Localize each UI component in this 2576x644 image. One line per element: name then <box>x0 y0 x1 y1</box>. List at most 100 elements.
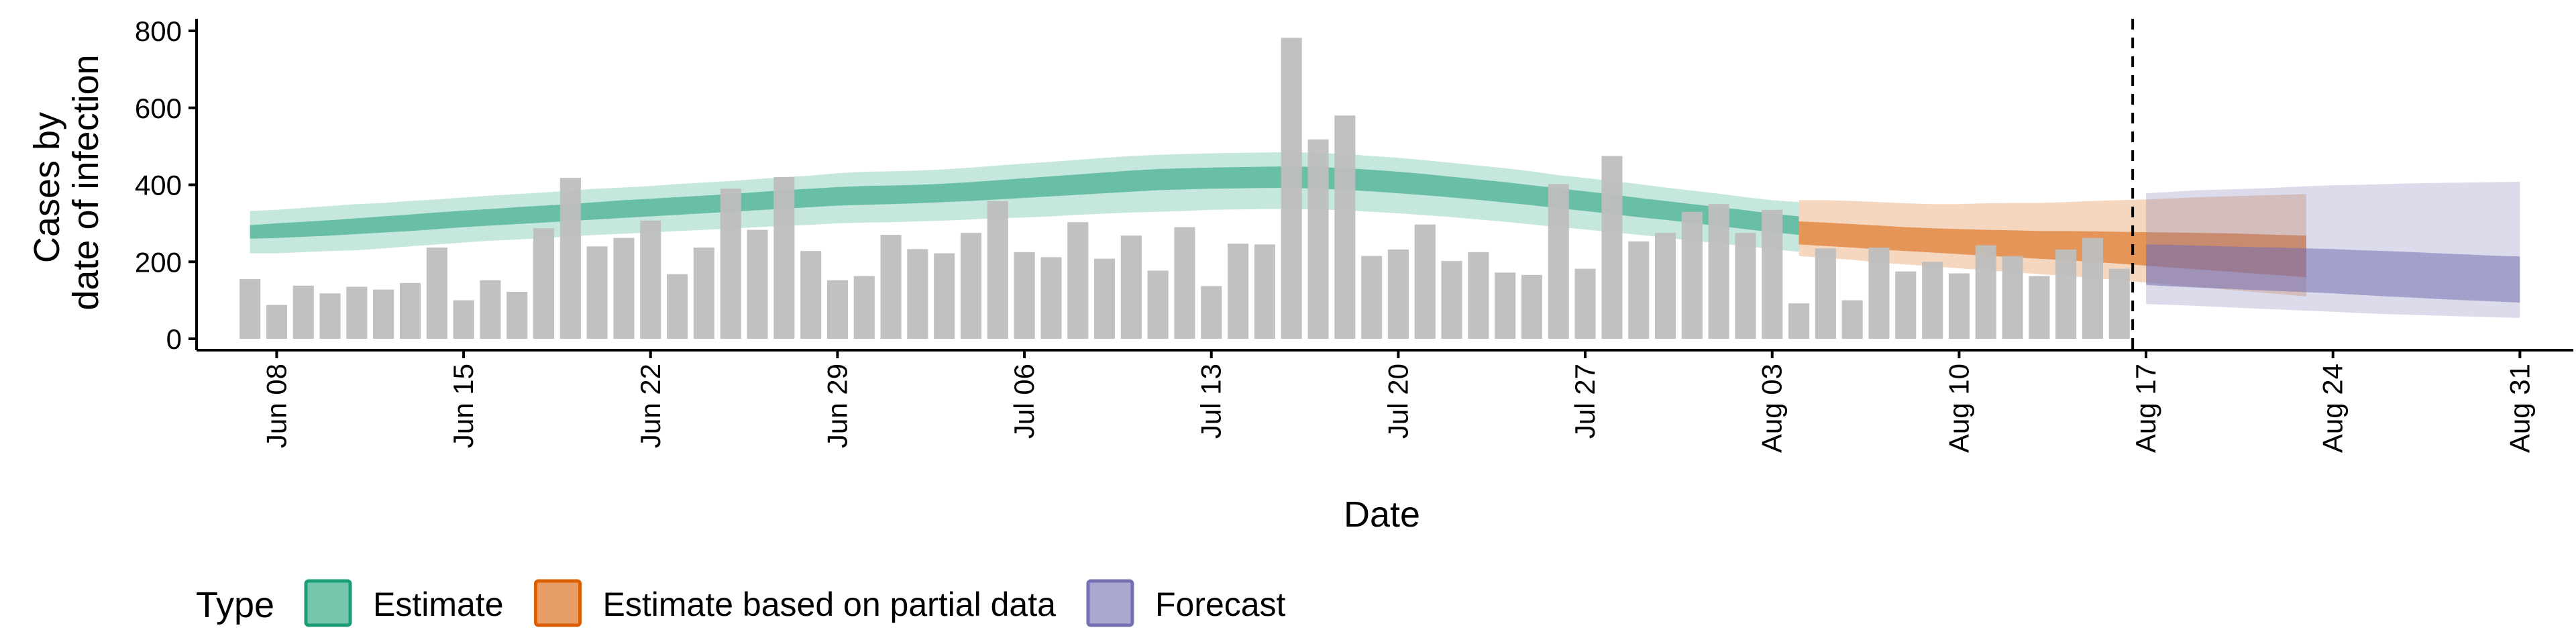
x-tick-label: Jul 06 <box>1008 364 1040 439</box>
x-tick-label: Aug 03 <box>1756 364 1788 453</box>
bar-mark <box>1735 233 1756 339</box>
bar-mark <box>2002 256 2023 339</box>
bar-mark <box>266 305 287 339</box>
bar-mark <box>1174 227 1195 339</box>
x-tick-label: Aug 10 <box>1943 364 1974 453</box>
bar-mark <box>506 292 528 339</box>
bar-mark <box>1628 241 1650 339</box>
bar-mark <box>1681 211 1703 339</box>
x-tick-label: Aug 24 <box>2317 364 2349 453</box>
bar-mark <box>1895 271 1917 339</box>
bar-mark <box>613 237 635 339</box>
x-tick-label: Jul 27 <box>1569 364 1601 439</box>
bar-mark <box>1975 245 1996 339</box>
bar-mark <box>1548 184 1569 339</box>
bar-mark <box>853 276 875 339</box>
bar-mark <box>1655 233 1676 339</box>
bar-mark <box>934 253 955 339</box>
y-tick-label: 400 <box>135 170 182 201</box>
bar-mark <box>1948 273 1970 339</box>
bar-mark <box>239 279 261 339</box>
y-tick-label: 0 <box>166 323 182 355</box>
x-axis-ticks: Jun 08 Jun 15 Jun 22 Jun 29 Jul 06 Jul 13 Jul … <box>260 350 2535 453</box>
ribbon-50-series-1 <box>250 166 1799 239</box>
bar-mark <box>480 280 501 339</box>
bar-mark <box>667 274 688 339</box>
bar-mark <box>2082 237 2103 339</box>
y-axis-title-line-2: date of infection <box>66 54 106 310</box>
x-tick-label: Jul 13 <box>1195 364 1227 439</box>
bar-mark <box>1067 222 1089 339</box>
bar-mark <box>1708 204 1729 339</box>
y-tick-label: 600 <box>135 93 182 124</box>
bar-mark <box>880 235 902 339</box>
bar-mark <box>346 286 368 339</box>
bar-mark <box>1094 258 1116 339</box>
bar-mark <box>1254 244 1275 339</box>
x-tick-label: Jun 22 <box>635 364 666 448</box>
bar-mark <box>1495 272 1516 339</box>
bar-mark <box>1120 235 1142 339</box>
bar-mark <box>1841 300 1863 339</box>
bar-mark <box>319 293 341 339</box>
bar-mark <box>2029 276 2050 339</box>
bar-mark <box>1788 303 1810 339</box>
legend-swatch <box>304 579 352 627</box>
bar-mark <box>960 233 981 339</box>
bar-mark <box>1201 286 1222 339</box>
legend-label: Estimate <box>373 586 504 623</box>
bar-mark <box>640 220 661 339</box>
x-tick-label: Aug 17 <box>2130 364 2161 453</box>
x-axis-title: Date <box>1344 494 1420 535</box>
bar-mark <box>1868 248 1890 339</box>
bar-mark <box>1521 274 1542 339</box>
bar-mark <box>747 229 768 339</box>
bar-mark <box>586 246 608 339</box>
y-axis-ticks: 0 200 400 600 800 <box>135 15 197 355</box>
bar-mark <box>720 189 741 339</box>
y-axis-title: Cases by date of infection <box>27 54 106 310</box>
y-axis-title-line-1: Cases by <box>27 112 67 263</box>
legend-swatch <box>1086 579 1134 627</box>
bar-mark <box>1361 256 1383 339</box>
x-tick-label: Jun 08 <box>260 364 292 448</box>
bar-mark <box>426 248 447 339</box>
bar-mark <box>292 285 314 339</box>
legend-title: Type <box>196 585 274 625</box>
bar-mark <box>693 248 714 339</box>
ribbon-50-series-3 <box>2146 244 2520 303</box>
legend-label: Forecast <box>1155 586 1286 623</box>
bar-mark <box>1014 252 1035 339</box>
bar-mark <box>1040 257 1062 339</box>
bar-mark <box>1414 224 1436 339</box>
bar-mark <box>453 300 474 339</box>
bar-mark <box>1307 139 1329 339</box>
bar-mark <box>1574 268 1596 339</box>
bars-layer <box>239 38 2130 339</box>
bar-mark <box>1922 262 1943 339</box>
bar-mark <box>1815 248 1836 339</box>
bar-mark <box>1387 249 1409 339</box>
bar-mark <box>773 177 795 339</box>
bar-mark <box>1441 261 1462 339</box>
legend: Type Estimate Estimate based on partial d… <box>196 579 1286 627</box>
bar-mark <box>2055 249 2077 339</box>
y-tick-label: 800 <box>135 15 182 47</box>
bar-mark <box>399 282 421 339</box>
x-tick-label: Jul 20 <box>1382 364 1413 439</box>
bar-mark <box>559 178 581 339</box>
legend-label: Estimate based on partial data <box>603 586 1057 623</box>
bar-mark <box>1601 156 1623 339</box>
x-tick-label: Aug 31 <box>2504 364 2535 453</box>
bar-mark <box>987 201 1008 339</box>
bar-mark <box>373 289 394 339</box>
y-tick-label: 200 <box>135 246 182 278</box>
bar-mark <box>533 228 555 339</box>
bar-mark <box>1468 252 1489 339</box>
bar-mark <box>2108 268 2130 339</box>
x-tick-label: Jun 15 <box>447 364 479 448</box>
bar-mark <box>1228 244 1249 339</box>
x-tick-label: Jun 29 <box>821 364 853 448</box>
bar-mark <box>826 280 848 339</box>
